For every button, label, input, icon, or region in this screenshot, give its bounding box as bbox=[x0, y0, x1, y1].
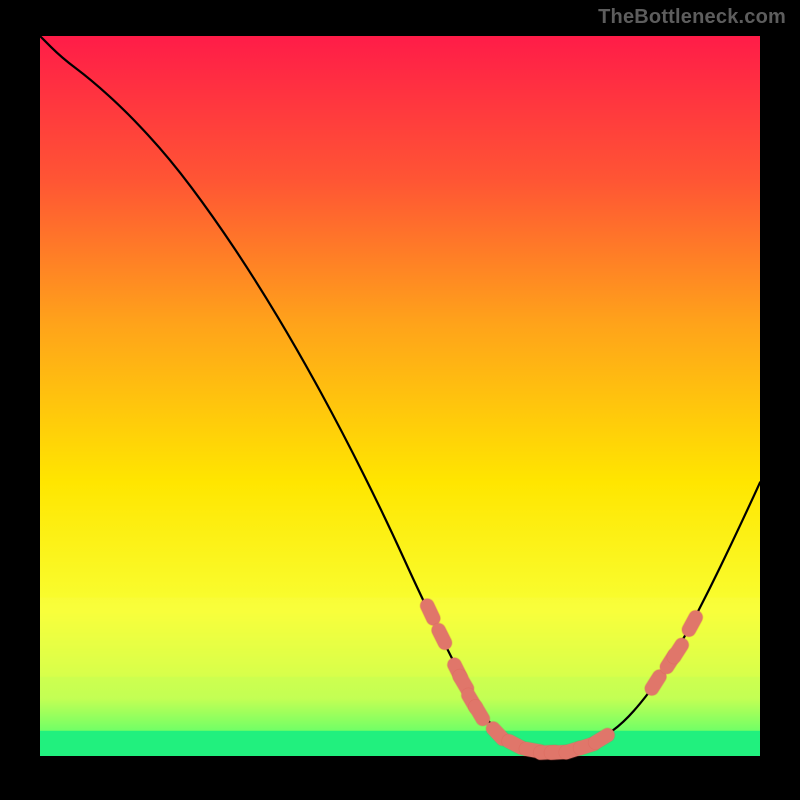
curve-marker bbox=[427, 606, 433, 619]
curve-marker bbox=[689, 617, 696, 629]
curve-marker bbox=[476, 707, 483, 719]
curve-marker bbox=[439, 630, 445, 643]
attribution-text: TheBottleneck.com bbox=[598, 6, 786, 29]
curve-marker bbox=[674, 645, 682, 657]
chart-root: TheBottleneck.com bbox=[0, 0, 800, 800]
curve-marker bbox=[493, 729, 503, 739]
band-yellow bbox=[40, 598, 760, 677]
chart-svg bbox=[0, 0, 800, 800]
curve-marker bbox=[652, 677, 660, 689]
curve-marker bbox=[596, 735, 608, 742]
band-green bbox=[40, 731, 760, 756]
curve-marker bbox=[460, 677, 467, 689]
